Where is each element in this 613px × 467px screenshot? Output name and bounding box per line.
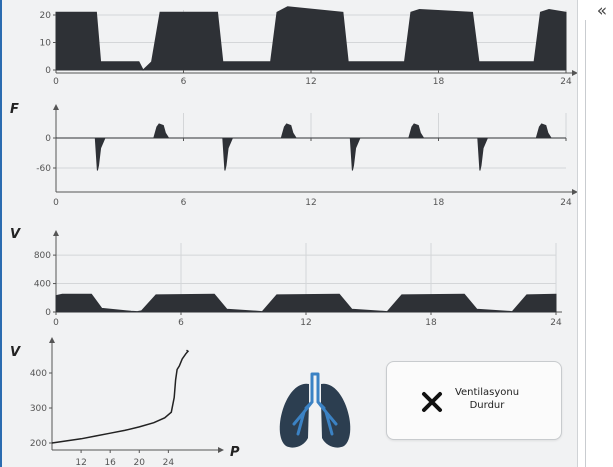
side-panel-collapsed: [577, 0, 613, 467]
volume-x-tick-label: 0: [53, 318, 59, 328]
pv-y-arrow: [49, 337, 55, 343]
volume-y-arrow: [53, 230, 59, 236]
volume-x-tick-label: 24: [550, 318, 562, 328]
volume-x-tick-label: 12: [300, 318, 311, 328]
pv_loop-y-tick-label: 200: [30, 439, 47, 449]
flow-y-tick-label: -60: [36, 164, 51, 174]
pv-y-axis-symbol: V: [10, 345, 21, 360]
volume-axis-symbol: V: [10, 227, 21, 242]
volume-y-tick-label: 0: [45, 308, 51, 318]
flow-x-tick-label: 24: [560, 198, 572, 208]
pv-loop-curve: [51, 349, 190, 444]
stop-ventilation-button[interactable]: Ventilasyonu Durdur: [386, 361, 562, 440]
flow-y-tick-label: 0: [45, 134, 51, 144]
flow-x-tick-label: 6: [181, 198, 187, 208]
lungs-icon: [279, 372, 351, 448]
pressure-y-tick-label: 10: [40, 39, 52, 49]
pv_loop-y-tick-label: 300: [30, 404, 47, 414]
volume-waveform: [55, 293, 557, 313]
pressure-x-tick-label: 18: [433, 77, 445, 87]
pv-loop-chart: V P 12 16 20 24 200 300 400: [10, 337, 240, 467]
flow-axis-symbol: F: [10, 102, 19, 117]
pv-x-arrow: [218, 447, 224, 453]
flow-x-arrow: [572, 189, 577, 195]
pv-x-axis-symbol: P: [230, 445, 240, 460]
flow-chart: F 0 6 12 18 24 0 -60: [10, 102, 577, 208]
pressure-x-tick-label: 12: [305, 77, 316, 87]
pv_loop-x-tick-label: 12: [75, 458, 86, 467]
flow-y-arrow: [53, 104, 59, 110]
stop-label-line2: Durdur: [469, 400, 505, 411]
pressure-y-tick-label: 20: [40, 11, 52, 21]
flow-waveform: [56, 123, 566, 171]
pressure-x-arrow: [572, 70, 577, 76]
pv_loop-y-tick-label: 400: [30, 369, 47, 379]
volume-y-tick-label: 400: [34, 280, 51, 290]
pressure-y-tick-label: 0: [45, 66, 51, 76]
pressure-waveform: [55, 6, 567, 71]
stop-label-line1: Ventilasyonu: [454, 387, 520, 398]
pressure-chart: 0 6 12 18 24 0 10 20: [40, 6, 577, 87]
pressure-x-tick-label: 6: [181, 77, 187, 87]
volume-x-tick-label: 18: [425, 318, 437, 328]
flow-x-tick-label: 0: [53, 198, 59, 208]
pv_loop-x-tick-label: 20: [134, 458, 146, 467]
pv_loop-x-tick-label: 24: [163, 458, 175, 467]
pv_loop-x-tick-label: 16: [104, 458, 116, 467]
flow-x-tick-label: 18: [433, 198, 445, 208]
pressure-x-tick-label: 24: [560, 77, 572, 87]
stop-ventilation-label: Ventilasyonu Durdur: [447, 386, 527, 412]
volume-y-tick-label: 800: [34, 251, 51, 261]
double-chevron-left-icon[interactable]: «: [596, 1, 608, 21]
close-icon: [422, 392, 442, 412]
pressure-x-tick-label: 0: [53, 77, 59, 87]
side-panel-divider: [585, 20, 586, 467]
flow-x-tick-label: 12: [305, 198, 316, 208]
volume-chart: V 0 6 12 18 24 0 400 800: [10, 227, 562, 328]
volume-x-tick-label: 6: [178, 318, 184, 328]
window-edge: [0, 0, 2, 467]
